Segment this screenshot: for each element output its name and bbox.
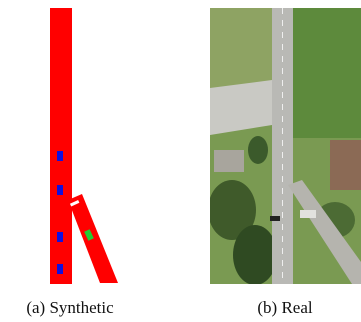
building (214, 150, 244, 172)
trees (233, 225, 277, 285)
building (330, 140, 361, 190)
field (292, 8, 361, 138)
vehicle (57, 151, 63, 161)
trees (248, 136, 268, 164)
synthetic-image (50, 8, 118, 284)
vehicle (57, 232, 63, 242)
main-road (50, 8, 72, 284)
vehicle (270, 216, 280, 221)
real-image (208, 8, 361, 285)
figure: (a) Synthetic (b) Real (0, 0, 361, 322)
vehicle (57, 264, 63, 274)
caption: (a) Synthetic (26, 298, 114, 317)
crosswalk (300, 210, 316, 218)
caption: (b) Real (257, 298, 313, 317)
field (210, 8, 272, 88)
vehicle (57, 185, 63, 195)
